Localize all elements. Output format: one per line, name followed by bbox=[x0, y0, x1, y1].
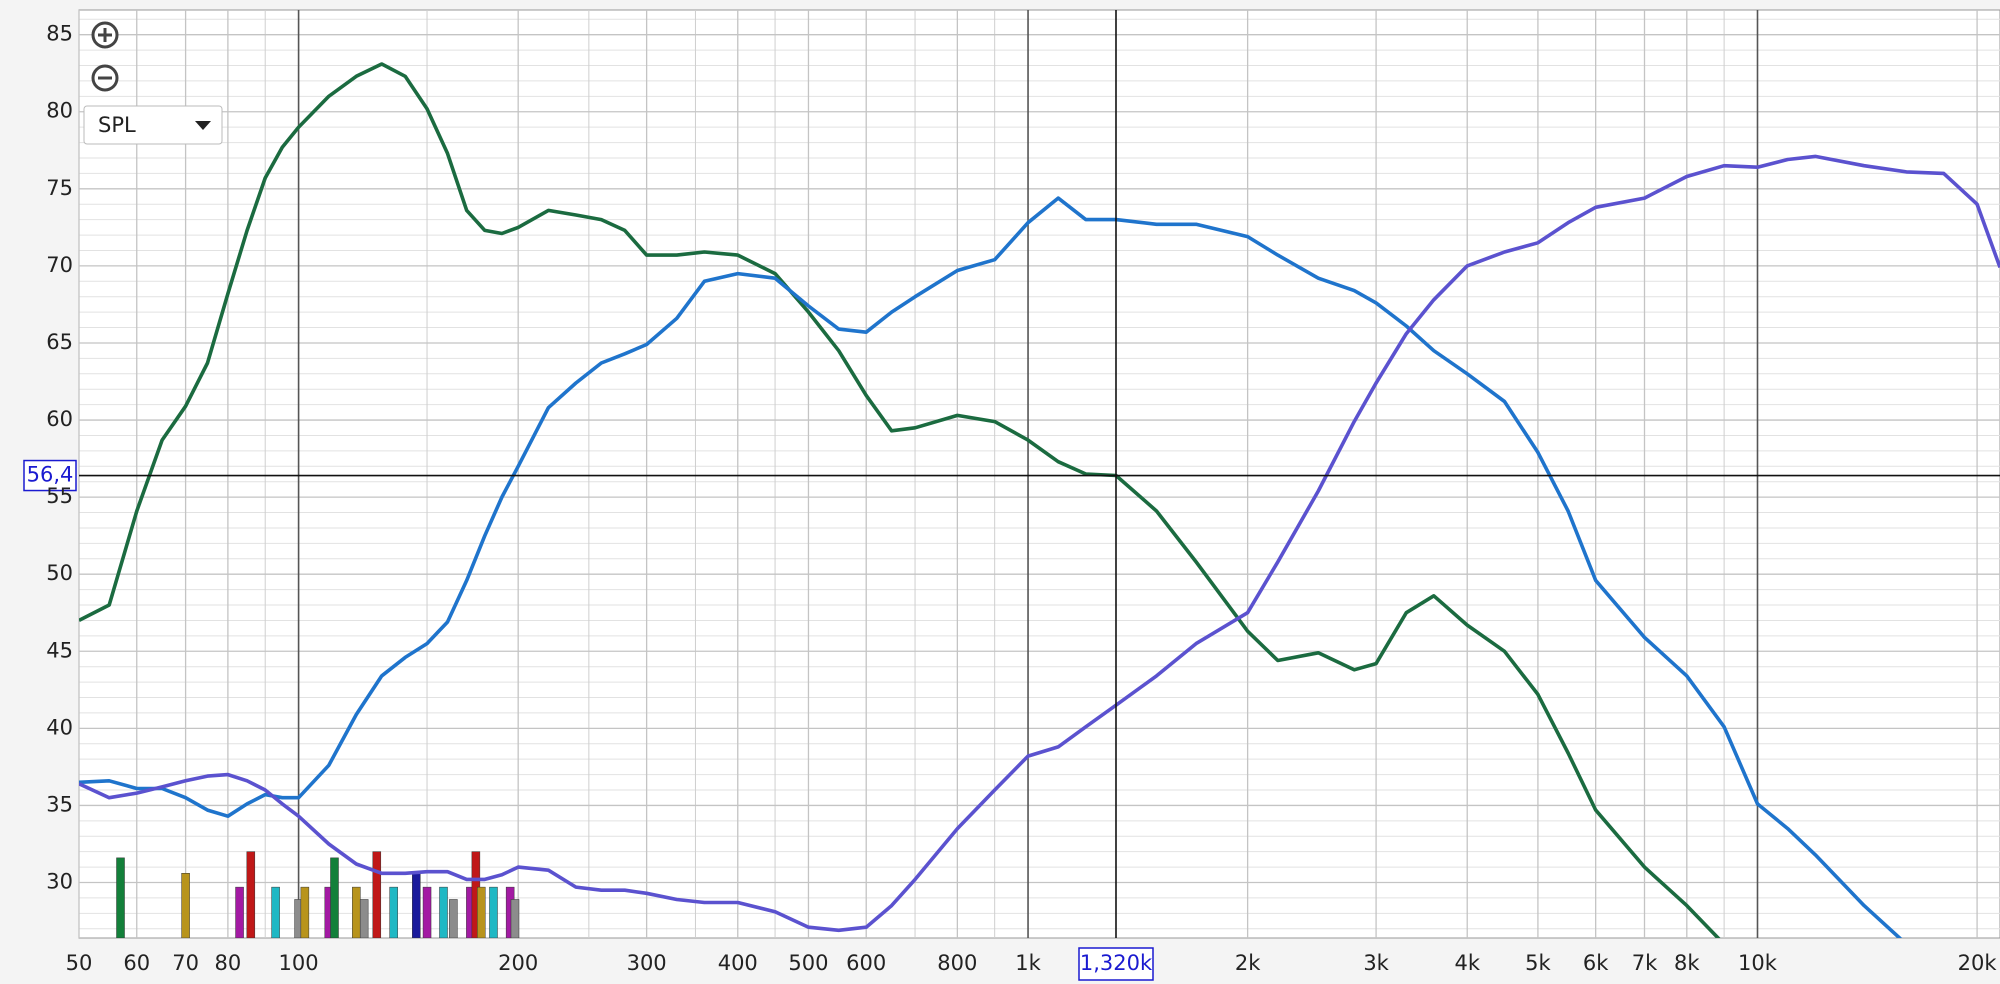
y-tick-label: 55 bbox=[46, 484, 73, 508]
cursor-x-label: 1,320k bbox=[1080, 951, 1153, 975]
x-tick-label: 3k bbox=[1363, 951, 1389, 975]
marker-bar bbox=[300, 886, 310, 938]
marker-bar bbox=[352, 886, 361, 938]
bars bbox=[116, 851, 520, 938]
x-tick-label: 50 bbox=[66, 951, 93, 975]
response-curve bbox=[79, 154, 2000, 933]
cursor: 1,320k 56,4 bbox=[23, 10, 2000, 981]
y-tick-label: 65 bbox=[46, 330, 73, 354]
y-tick-label: 75 bbox=[46, 176, 73, 200]
y-tick-label: 40 bbox=[46, 715, 73, 739]
x-tick-label: 7k bbox=[1632, 951, 1658, 975]
x-tick-label: 8k bbox=[1674, 951, 1700, 975]
y-tick-label: 85 bbox=[46, 22, 73, 46]
cursor-y-label: 56,4 bbox=[27, 463, 74, 487]
x-tick-label: 10k bbox=[1738, 951, 1778, 975]
x-tick-label: 6k bbox=[1583, 951, 1609, 975]
spl-dropdown[interactable]: SPL bbox=[83, 105, 223, 145]
cursor-label-box bbox=[23, 459, 77, 492]
marker-bar bbox=[372, 851, 382, 938]
y-tick-label: 70 bbox=[46, 253, 73, 277]
zoom-in-button[interactable] bbox=[91, 21, 119, 49]
marker-bar bbox=[116, 857, 125, 938]
marker-bar bbox=[330, 857, 339, 938]
marker-bar bbox=[359, 899, 369, 938]
marker-bar bbox=[246, 851, 256, 938]
y-tick-label: 60 bbox=[46, 407, 73, 431]
marker-bar bbox=[412, 873, 421, 938]
marker-bar bbox=[477, 886, 486, 938]
x-tick-label: 1k bbox=[1015, 951, 1041, 975]
cursor-label-box bbox=[1078, 947, 1154, 981]
x-tick-label: 5k bbox=[1525, 951, 1551, 975]
x-tick-label: 800 bbox=[937, 951, 977, 975]
response-curve bbox=[79, 62, 1721, 938]
y-tick-label: 35 bbox=[46, 792, 73, 816]
plot-area bbox=[78, 9, 2000, 939]
x-tick-label: 4k bbox=[1454, 951, 1480, 975]
marker-bar bbox=[510, 899, 520, 938]
labels: 30 35 40 45 50 55 60 65 70 75 80 85 50 60 70 80 100 200 30… bbox=[46, 22, 1997, 975]
dropdown-label: SPL bbox=[98, 113, 136, 137]
x-tick-label: 2k bbox=[1235, 951, 1261, 975]
zoom-out-button[interactable] bbox=[91, 64, 119, 92]
grid bbox=[78, 10, 2000, 938]
marker-bar bbox=[389, 886, 398, 938]
response-curve bbox=[79, 196, 1903, 938]
x-tick-label: 20k bbox=[1958, 951, 1998, 975]
marker-bar bbox=[235, 886, 244, 938]
x-tick-label: 60 bbox=[123, 951, 150, 975]
y-tick-label: 45 bbox=[46, 638, 73, 662]
x-tick-label: 600 bbox=[846, 951, 886, 975]
x-tick-label: 100 bbox=[279, 951, 319, 975]
marker-bar bbox=[181, 873, 190, 938]
x-tick-label: 500 bbox=[788, 951, 828, 975]
x-tick-label: 200 bbox=[498, 951, 538, 975]
y-tick-label: 30 bbox=[46, 870, 73, 894]
marker-bar bbox=[422, 886, 432, 938]
y-tick-label: 80 bbox=[46, 99, 73, 123]
marker-bar bbox=[449, 899, 458, 938]
y-tick-label: 50 bbox=[46, 561, 73, 585]
marker-bar bbox=[489, 886, 498, 938]
marker-bar bbox=[439, 886, 448, 938]
x-tick-label: 70 bbox=[172, 951, 199, 975]
x-tick-label: 80 bbox=[215, 951, 242, 975]
lines bbox=[79, 62, 2000, 938]
x-tick-label: 400 bbox=[718, 951, 758, 975]
marker-bar bbox=[271, 886, 280, 938]
x-tick-label: 300 bbox=[627, 951, 667, 975]
